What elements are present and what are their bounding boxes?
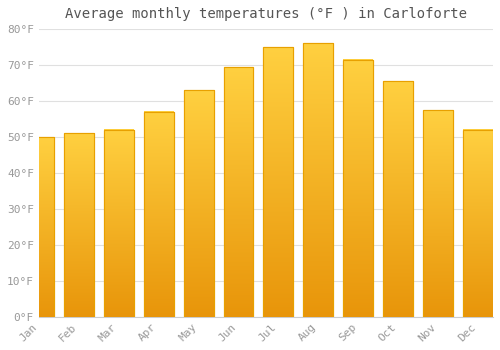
Bar	[144, 112, 174, 317]
Bar	[463, 130, 493, 317]
Bar	[383, 81, 413, 317]
Bar	[104, 130, 134, 317]
Bar	[423, 110, 453, 317]
Bar	[423, 110, 453, 317]
Bar	[144, 112, 174, 317]
Bar	[383, 81, 413, 317]
Bar	[304, 43, 334, 317]
Bar	[463, 130, 493, 317]
Bar	[104, 130, 134, 317]
Bar	[264, 47, 294, 317]
Bar	[24, 137, 54, 317]
Bar	[224, 67, 254, 317]
Bar	[264, 47, 294, 317]
Bar	[64, 133, 94, 317]
Bar	[24, 137, 54, 317]
Bar	[184, 90, 214, 317]
Bar	[344, 60, 374, 317]
Bar	[344, 60, 374, 317]
Bar	[184, 90, 214, 317]
Bar	[304, 43, 334, 317]
Bar	[64, 133, 94, 317]
Title: Average monthly temperatures (°F ) in Carloforte: Average monthly temperatures (°F ) in Ca…	[65, 7, 467, 21]
Bar	[224, 67, 254, 317]
